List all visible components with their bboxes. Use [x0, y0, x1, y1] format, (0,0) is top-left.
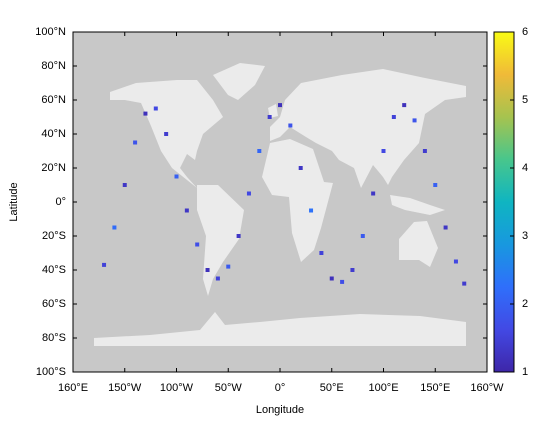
colorbar-tick-label: 4 [522, 162, 528, 174]
track-point [402, 103, 407, 108]
colorbar-tick-label: 5 [522, 94, 528, 106]
y-tick-label: 60°S [42, 298, 66, 310]
colorbar-tick-label: 6 [522, 26, 528, 38]
track-point [215, 276, 220, 281]
x-tick-label: 100°W [160, 382, 194, 394]
track-point [462, 281, 467, 286]
track-point [371, 191, 376, 196]
track-point [226, 264, 231, 269]
x-tick-label: 160°E [58, 382, 88, 394]
track-point [422, 149, 427, 153]
track-point [102, 262, 107, 267]
y-tick-label: 20°N [41, 162, 66, 174]
x-tick-label: 0° [275, 382, 286, 394]
track-point [319, 251, 324, 255]
track-point [112, 225, 117, 230]
x-tick-label: 160°W [470, 382, 504, 394]
track-point [443, 225, 448, 230]
y-tick-label: 0° [55, 196, 66, 208]
colorbar [493, 31, 515, 373]
track-point [267, 115, 272, 119]
y-tick-label: 20°S [42, 230, 66, 242]
track-point [164, 132, 169, 136]
track-point [174, 174, 179, 179]
x-axis-label: Longitude [256, 404, 304, 416]
track-point [246, 191, 251, 196]
y-tick-label: 100°N [35, 26, 66, 38]
track-point [298, 166, 303, 170]
track-point [257, 149, 262, 153]
track-point [433, 183, 438, 187]
track-point [360, 234, 365, 238]
track-point [153, 106, 158, 111]
x-tick-label: 50°E [320, 382, 344, 394]
track-point [350, 268, 355, 272]
y-tick-label: 80°N [41, 60, 66, 72]
y-tick-label: 40°S [42, 264, 66, 276]
track-point [278, 103, 282, 108]
track-point [122, 183, 127, 187]
y-tick-label: 100°S [36, 366, 66, 378]
track-point [205, 268, 210, 272]
track-point [391, 115, 396, 119]
track-point [381, 149, 386, 153]
y-tick-label: 80°S [42, 332, 66, 344]
colorbar-tick-label: 3 [522, 230, 528, 242]
track-point [184, 208, 189, 213]
x-tick-label: 100°E [368, 382, 398, 394]
x-tick-label: 50°W [215, 382, 243, 394]
colorbar-tick-label: 2 [522, 298, 528, 310]
track-point [340, 279, 345, 284]
track-point [309, 208, 314, 213]
track-point [133, 140, 138, 145]
track-point [143, 111, 148, 116]
colorbar-tick-label: 1 [522, 366, 528, 378]
x-tick-label: 150°E [420, 382, 450, 394]
track-point [453, 259, 458, 264]
track-point [412, 118, 417, 123]
y-tick-label: 40°N [41, 128, 66, 140]
track-point [195, 242, 200, 247]
track-point [288, 123, 293, 128]
track-point [329, 276, 334, 281]
y-axis-label: Latitude [8, 182, 20, 221]
y-tick-label: 60°N [41, 94, 66, 106]
x-tick-label: 150°W [108, 382, 142, 394]
track-point [236, 234, 241, 238]
